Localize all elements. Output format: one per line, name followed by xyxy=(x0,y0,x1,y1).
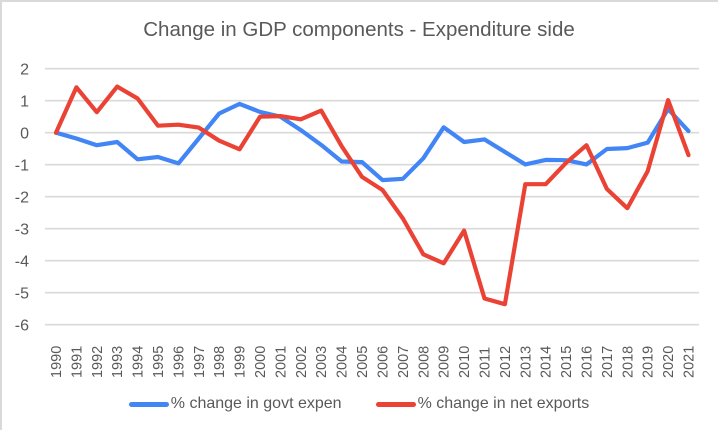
y-tick-label: -6 xyxy=(15,318,29,335)
x-tick-label: 2001 xyxy=(273,346,289,378)
x-axis-ticks: 1990 1991 1992 1993 1994 1995 1996 1997 1998 1999… xyxy=(49,346,698,378)
x-tick-label: 2011 xyxy=(477,347,493,378)
x-tick-label: 1995 xyxy=(151,346,167,378)
x-tick-label: 1991 xyxy=(69,346,85,378)
x-tick-label: 2004 xyxy=(335,346,351,378)
x-tick-label: 2002 xyxy=(294,346,310,378)
series-lines xyxy=(53,84,691,307)
y-tick-label: -3 xyxy=(15,222,29,239)
x-tick-label: 2020 xyxy=(661,346,677,378)
y-tick-label: 1 xyxy=(20,94,29,111)
y-tick-label: 2 xyxy=(20,62,29,79)
x-tick-label: 2010 xyxy=(457,346,473,378)
x-tick-label: 2014 xyxy=(539,346,555,378)
x-tick-label: 1994 xyxy=(131,346,147,378)
x-tick-label: 1996 xyxy=(171,346,187,378)
x-tick-label: 2006 xyxy=(375,346,391,378)
x-tick-label: 2016 xyxy=(579,346,595,378)
x-tick-label: 1999 xyxy=(233,346,249,378)
x-tick-label: 2009 xyxy=(437,346,453,378)
legend-label-govt-expen: % change in govt expen xyxy=(170,395,342,412)
x-tick-label: 2018 xyxy=(620,346,636,378)
x-tick-label: 1992 xyxy=(90,346,106,378)
x-tick-label: 2005 xyxy=(355,346,371,378)
x-tick-label: 1997 xyxy=(192,346,208,378)
y-axis-ticks: 2 1 0 -1 -2 -3 -4 -5 -6 xyxy=(15,62,29,335)
legend-item-net-exports[interactable]: % change in net exports xyxy=(375,395,590,413)
x-tick-label: 2019 xyxy=(641,346,657,378)
legend: % change in govt expen % change in net e… xyxy=(0,395,718,413)
x-tick-label: 2012 xyxy=(498,346,514,378)
y-tick-label: 0 xyxy=(20,126,29,143)
x-tick-label: 2013 xyxy=(518,346,534,378)
legend-swatch-net-exports xyxy=(375,401,416,407)
x-tick-label: 1990 xyxy=(49,346,65,378)
x-tick-label: 2000 xyxy=(253,346,269,378)
gridlines xyxy=(45,67,699,326)
legend-item-govt-expen[interactable]: % change in govt expen xyxy=(128,395,342,413)
series-line-govt-expen[interactable] xyxy=(53,101,691,183)
series-line-net-exports[interactable] xyxy=(53,84,691,307)
y-tick-label: -4 xyxy=(15,254,29,271)
x-tick-label: 2007 xyxy=(396,346,412,378)
x-tick-label: 2003 xyxy=(314,346,330,378)
chart-title: Change in GDP components - Expenditure s… xyxy=(143,18,575,41)
x-tick-label: 1998 xyxy=(212,346,228,378)
x-tick-label: 2008 xyxy=(416,346,432,378)
y-tick-label: -2 xyxy=(15,190,29,207)
legend-label-net-exports: % change in net exports xyxy=(417,395,590,412)
y-tick-label: -5 xyxy=(15,286,29,303)
legend-swatch-govt-expen xyxy=(128,401,169,407)
x-tick-label: 2017 xyxy=(600,346,616,378)
y-tick-label: -1 xyxy=(15,158,29,175)
x-tick-label: 2015 xyxy=(559,346,575,378)
x-tick-label: 1993 xyxy=(110,346,126,378)
x-tick-label: 2021 xyxy=(682,346,698,378)
